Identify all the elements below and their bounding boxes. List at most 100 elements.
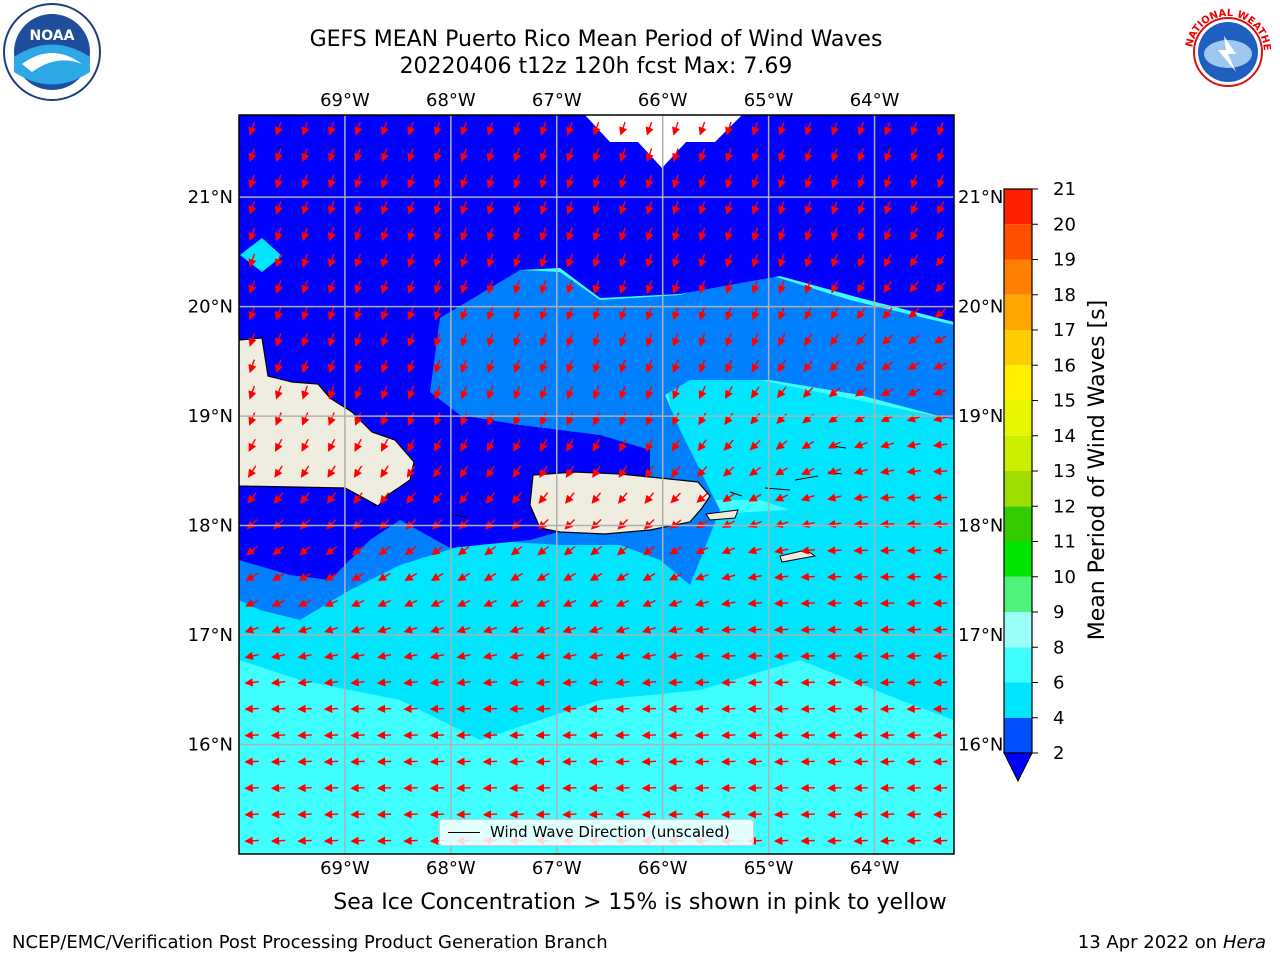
direction-arrow-181 [751,280,760,295]
direction-arrow-490 [350,599,365,607]
direction-arrow-625 [350,731,365,740]
direction-arrow-261 [725,359,733,373]
direction-arrow-557 [694,651,709,661]
direction-arrow-274 [354,385,363,400]
direction-arrow-695 [773,783,789,793]
direction-arrow-417 [564,519,576,530]
direction-arrow-99 [725,201,734,215]
direction-arrow-535 [826,625,842,634]
direction-arrow-696 [800,783,815,793]
direction-arrow-699 [879,783,895,793]
direction-arrow-341 [697,439,707,452]
direction-arrow-355 [353,465,363,478]
direction-arrow-304 [433,412,442,426]
direction-arrow-271 [274,385,283,400]
direction-arrow-307 [513,412,522,426]
direction-arrow-297 [248,412,257,426]
direction-arrow-315 [724,412,734,425]
contour-band-4-6 [239,500,954,740]
direction-arrow-549 [482,651,498,661]
direction-arrow-169 [433,280,442,295]
direction-arrow-51 [883,148,892,163]
direction-arrow-61 [433,174,442,189]
direction-arrow-662 [615,757,630,766]
direction-arrow-212 [856,307,866,320]
direction-arrow-106 [910,201,919,215]
direction-arrow-686 [535,783,551,793]
direction-arrow-156 [804,253,813,268]
direction-arrow-155 [778,253,786,268]
direction-arrow-172 [513,280,522,295]
direction-arrow-553 [588,651,604,661]
wind-wave-direction-arrows [244,121,948,845]
direction-arrow-687 [562,783,577,793]
direction-arrow-118 [513,227,522,242]
direction-arrow-543 [323,651,339,661]
direction-arrow-93 [566,201,575,215]
direction-arrow-514 [271,625,286,634]
direction-arrow-143 [460,253,469,268]
direction-arrow-339 [645,438,654,452]
direction-arrow-94 [592,201,601,215]
direction-arrow-286 [672,385,681,400]
direction-arrow-522 [483,625,497,634]
direction-arrow-430 [906,519,921,529]
colorbar-tick-label-4: 9 [1053,602,1064,623]
direction-arrow-527 [615,625,630,634]
colorbar-under-triangle [1003,752,1033,783]
direction-arrow-327 [328,438,336,452]
legend-label: Wind Wave Direction (unscaled) [490,823,730,841]
colorbar-segment-5 [1004,541,1032,577]
direction-arrow-247 [354,359,363,374]
direction-arrow-441 [484,545,497,556]
direction-arrow-78 [883,174,892,189]
direction-arrow-646 [906,731,921,740]
direction-arrow-603 [482,704,498,714]
direction-arrow-610 [668,704,683,714]
direction-arrow-494 [456,599,471,607]
direction-arrow-361 [512,465,522,478]
direction-arrow-562 [826,651,842,661]
direction-arrow-322 [906,414,921,423]
direction-arrow-442 [510,545,523,556]
direction-arrow-692 [694,783,709,793]
direction-arrow-27 [248,148,257,163]
direction-arrow-560 [773,651,789,661]
direction-arrow-396 [722,493,735,503]
direction-arrow-41 [619,148,628,163]
direction-arrow-703 [270,810,286,819]
direction-arrow-309 [566,412,575,426]
direction-arrow-506 [773,599,789,608]
direction-arrow-294 [880,388,894,397]
direction-arrow-565 [906,651,921,661]
direction-arrow-386 [459,492,469,504]
direction-arrow-233 [698,332,707,347]
colorbar-tick-label-8: 13 [1053,461,1076,482]
direction-arrow-592 [906,678,921,687]
direction-arrow-704 [297,810,312,819]
direction-arrow-132 [884,227,892,242]
lon-label-bottom-3: 66°W [638,858,688,879]
direction-arrow-272 [301,385,310,400]
lat-label-left-5: 16°N [188,735,233,756]
direction-arrow-440 [457,545,470,556]
direction-arrow-352 [274,465,283,478]
direction-arrow-204 [645,306,654,321]
direction-arrow-171 [486,280,495,295]
direction-arrow-751 [826,836,842,845]
direction-arrow-651 [323,757,339,766]
direction-arrow-444 [563,545,576,556]
direction-arrow-194 [380,306,389,321]
direction-arrow-356 [380,465,389,478]
direction-arrow-26 [936,121,945,136]
direction-arrow-209 [778,306,786,321]
direction-arrow-448 [669,546,682,555]
land-hispaniola [239,337,415,507]
direction-arrow-255 [566,359,575,374]
direction-arrow-208 [751,306,760,321]
nws-logo-icon: NATIONAL WEATHER SERVICE [1178,2,1275,99]
direction-arrow-650 [297,757,312,766]
direction-arrow-240 [882,334,894,345]
direction-arrow-102 [804,201,813,215]
direction-arrow-491 [377,599,391,607]
